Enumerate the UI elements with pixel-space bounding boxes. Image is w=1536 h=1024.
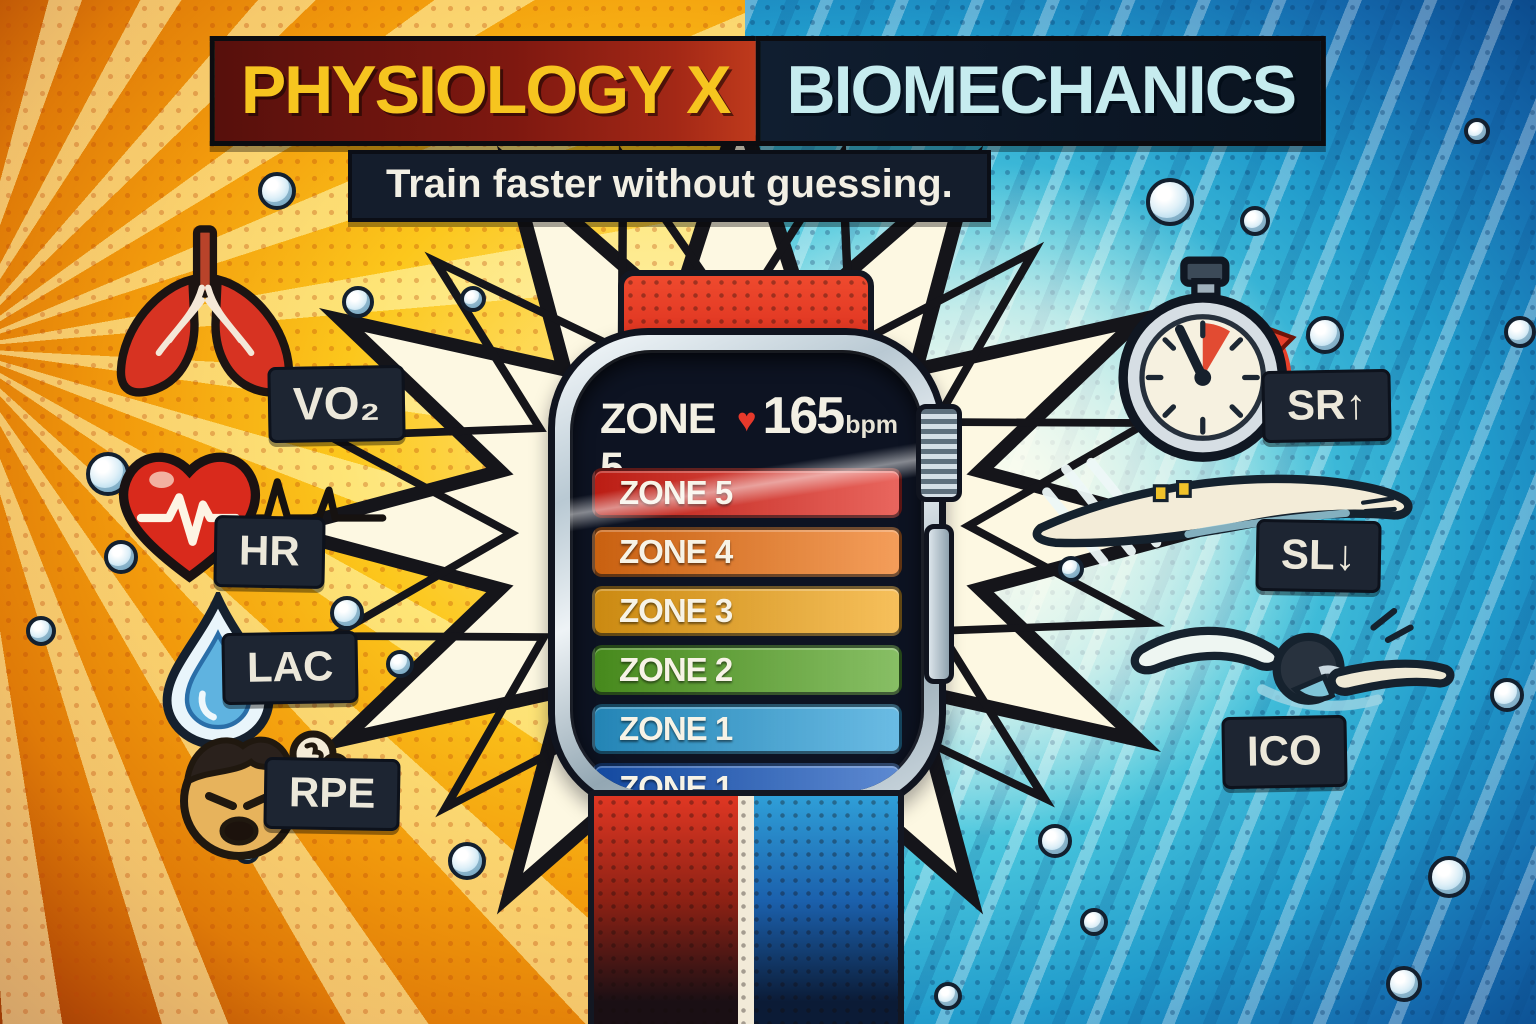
zone-bar-label: ZONE 4 — [619, 533, 733, 570]
bubble-icon — [1386, 966, 1422, 1002]
strap-bottom-red — [594, 796, 738, 1024]
swimmer-icon — [1130, 607, 1455, 711]
strap-bottom-stripe — [738, 796, 754, 1024]
bubble-icon — [330, 596, 364, 630]
bpm-value: 165 — [762, 387, 845, 445]
bubble-icon — [342, 286, 374, 318]
bubble-icon — [1490, 678, 1524, 712]
page-title: PHYSIOLOGY X BIOMECHANICS — [209, 36, 1327, 146]
vo2-label-badge: VO₂ — [267, 364, 406, 444]
bubble-icon — [1240, 206, 1270, 236]
bubble-icon — [1428, 856, 1470, 898]
zone-bar: ZONE 1 — [592, 704, 902, 754]
zone-bar-label: ZONE 1 — [619, 769, 733, 792]
zone-bar: ZONE 2 — [592, 645, 902, 695]
bubble-icon — [1058, 556, 1084, 582]
sl-label-badge: SL↓ — [1255, 518, 1382, 594]
bubble-icon — [448, 842, 486, 880]
watch-strap-bottom — [588, 790, 904, 1024]
zone-bar-label: ZONE 1 — [619, 710, 733, 747]
title-biomechanics: BIOMECHANICS — [755, 36, 1327, 146]
zone-bar-label: ZONE 5 — [619, 474, 733, 511]
heart-rate-readout: ♥ 165 bpm — [737, 386, 898, 446]
bubble-icon — [1504, 316, 1536, 348]
lac-label-badge: LAC — [221, 630, 359, 706]
watch-screen: ZONE 5 ♥ 165 bpm ZONE 5 ZONE 4 ZONE 3 ZO… — [570, 350, 924, 792]
bubble-icon — [1306, 316, 1344, 354]
bubble-icon — [1146, 178, 1194, 226]
bubble-icon — [386, 650, 414, 678]
title-physiology: PHYSIOLOGY X — [209, 36, 756, 146]
zone-bar: ZONE 1 — [592, 763, 902, 792]
stopwatch-icon — [1118, 256, 1297, 462]
subtitle-banner: Train faster without guessing. — [348, 150, 991, 222]
bubble-icon — [934, 982, 962, 1010]
sr-label-badge: SR↑ — [1261, 368, 1392, 444]
ico-label-badge: ICO — [1221, 714, 1348, 790]
rpe-label-badge: RPE — [263, 756, 401, 832]
watch-crown — [916, 404, 962, 502]
bubble-icon — [258, 172, 296, 210]
zone-bar: ZONE 3 — [592, 586, 902, 636]
zone-bar: ZONE 5 — [592, 468, 902, 518]
bubble-icon — [1038, 824, 1072, 858]
bubble-icon — [104, 540, 138, 574]
watch-screen-header: ZONE 5 ♥ 165 bpm — [570, 350, 924, 493]
zone-bar: ZONE 4 — [592, 527, 902, 577]
strap-bottom-blue — [754, 796, 898, 1024]
bpm-unit: bpm — [845, 411, 898, 439]
bubble-icon — [26, 616, 56, 646]
heart-icon: ♥ — [736, 401, 757, 438]
smartwatch: ZONE 5 ♥ 165 bpm ZONE 5 ZONE 4 ZONE 3 ZO… — [548, 262, 962, 1024]
hr-label-badge: HR — [213, 515, 326, 589]
zone-bar-label: ZONE 2 — [619, 651, 733, 688]
bubble-icon — [1464, 118, 1490, 144]
bubble-icon — [1080, 908, 1108, 936]
bubble-icon — [460, 286, 486, 312]
watch-body: ZONE 5 ♥ 165 bpm ZONE 5 ZONE 4 ZONE 3 ZO… — [548, 328, 946, 814]
zone-bar-label: ZONE 3 — [619, 592, 733, 629]
zone-list: ZONE 5 ZONE 4 ZONE 3 ZONE 2 ZONE 1 ZONE … — [592, 468, 902, 792]
watch-side-button — [924, 524, 954, 684]
